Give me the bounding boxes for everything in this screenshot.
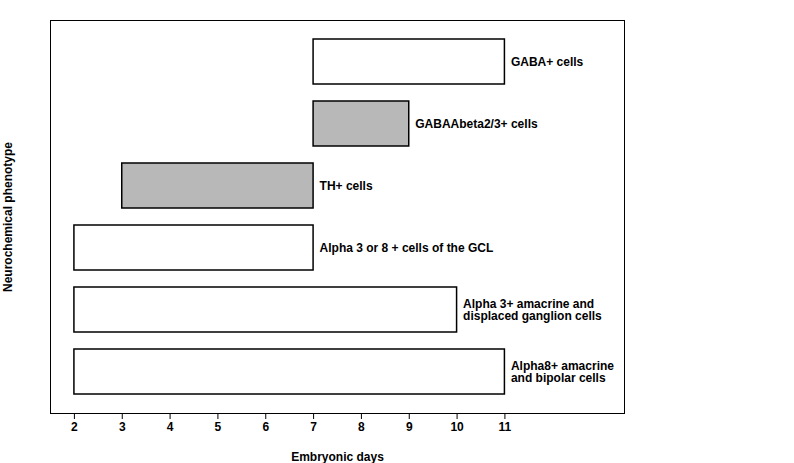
svg-text:10: 10 xyxy=(450,420,464,434)
svg-text:8: 8 xyxy=(358,420,365,434)
svg-text:Alpha 3+ amacrine anddisplaced: Alpha 3+ amacrine anddisplaced ganglion … xyxy=(463,297,602,323)
svg-text:GABAAbeta2/3+ cells: GABAAbeta2/3+ cells xyxy=(415,117,538,131)
svg-text:9: 9 xyxy=(406,420,413,434)
svg-text:Embryonic days: Embryonic days xyxy=(291,450,384,463)
svg-text:7: 7 xyxy=(310,420,317,434)
svg-text:Neurochemical phenotype: Neurochemical phenotype xyxy=(1,142,15,292)
svg-text:Alpha8+ amacrineand bipolar ce: Alpha8+ amacrineand bipolar cells xyxy=(511,359,614,385)
svg-text:3: 3 xyxy=(119,420,126,434)
svg-text:GABA+ cells: GABA+ cells xyxy=(511,55,584,69)
svg-text:11: 11 xyxy=(499,420,512,434)
svg-text:2: 2 xyxy=(71,420,78,434)
svg-text:6: 6 xyxy=(262,420,269,434)
svg-text:Alpha 3 or 8 + cells of the GC: Alpha 3 or 8 + cells of the GCL xyxy=(320,241,494,255)
svg-text:5: 5 xyxy=(215,420,222,434)
svg-text:4: 4 xyxy=(167,420,174,434)
svg-text:TH+ cells: TH+ cells xyxy=(320,179,373,193)
